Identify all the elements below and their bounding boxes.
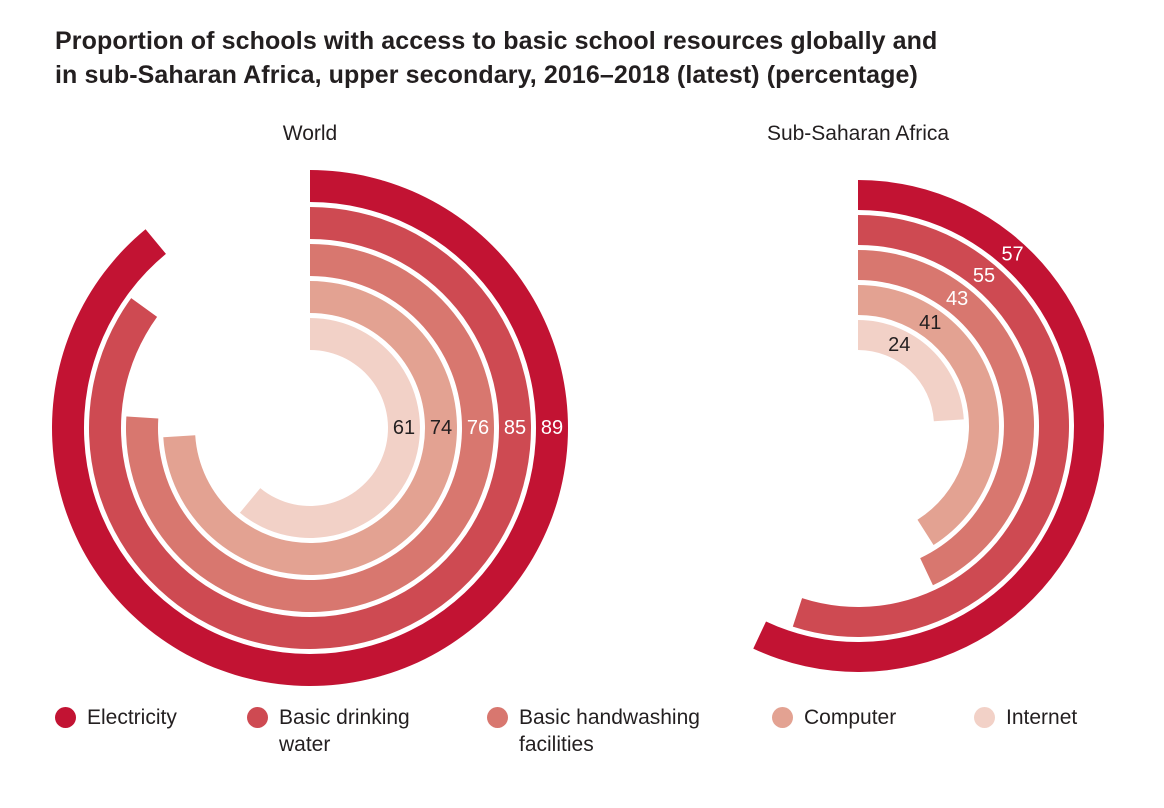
chart-title-sub-saharan-africa: Sub-Saharan Africa: [766, 122, 950, 145]
legend-swatch-electricity-icon: [55, 707, 76, 728]
legend-label-basic-handwashing-facilities: Basic handwashing facilities: [519, 706, 700, 757]
world-value-label-computer: 74: [430, 417, 452, 439]
radial-bar-chart-world: 89 85 76 74 61: [51, 170, 568, 686]
world-value-label-electricity: 89: [541, 417, 563, 439]
world-ring-internet: [239, 318, 420, 538]
sub-saharan-africa-ring-computer: [858, 285, 999, 546]
legend-item-internet: Internet: [974, 704, 1077, 731]
sub-saharan-africa-value-label-electricity: 57: [1001, 243, 1023, 265]
legend-label-basic-drinking-water: Basic drinking water: [279, 706, 410, 757]
page-title: Proportion of schools with access to bas…: [55, 27, 938, 89]
sub-saharan-africa-value-label-basic-drinking-water: 55: [973, 265, 995, 287]
chart-title-world: World: [282, 122, 338, 145]
legend-label-internet: Internet: [1006, 706, 1078, 729]
legend-item-computer: Computer: [772, 704, 896, 731]
legend-item-basic-drinking-water: Basic drinking water: [247, 704, 429, 759]
legend-swatch-basic-drinking-water-icon: [247, 707, 268, 728]
legend-label-electricity: Electricity: [87, 706, 177, 729]
sub-saharan-africa-value-label-basic-handwashing-facilities: 43: [946, 288, 968, 310]
sub-saharan-africa-ring-internet: [858, 320, 964, 422]
legend-label-computer: Computer: [804, 706, 897, 729]
chart-legend: Electricity Basic drinking water Basic h…: [0, 700, 1164, 796]
sub-saharan-africa-value-label-computer: 41: [919, 312, 941, 334]
legend-item-basic-handwashing-facilities: Basic handwashing facilities: [487, 704, 724, 759]
world-value-label-basic-handwashing-facilities: 76: [467, 417, 489, 439]
legend-swatch-computer-icon: [772, 707, 793, 728]
legend-swatch-internet-icon: [974, 707, 995, 728]
sub-saharan-africa-ring-basic-handwashing-facilities: [858, 250, 1035, 586]
world-value-label-internet: 61: [393, 417, 415, 439]
world-value-label-basic-drinking-water: 85: [504, 417, 526, 439]
legend-item-electricity: Electricity: [55, 704, 177, 731]
legend-swatch-basic-handwashing-facilities-icon: [487, 707, 508, 728]
sub-saharan-africa-value-label-internet: 24: [888, 334, 910, 356]
